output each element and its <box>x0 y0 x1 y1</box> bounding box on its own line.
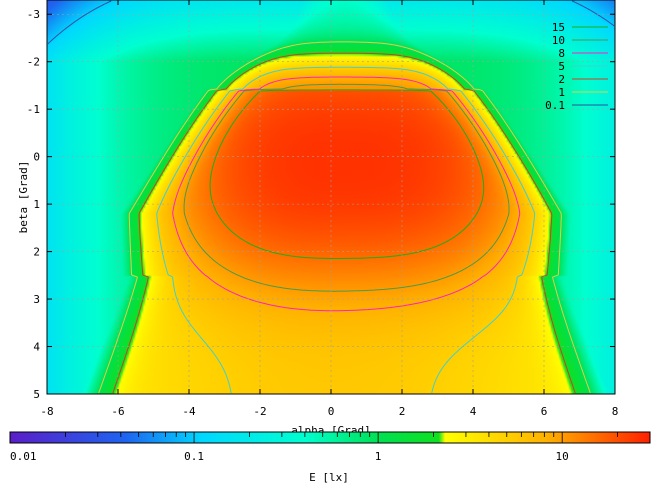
x-tick-label: -4 <box>182 405 196 418</box>
contour-line-1 <box>98 41 591 394</box>
legend-label: 2 <box>558 73 565 86</box>
x-tick-label: 8 <box>612 405 619 418</box>
x-tick-label: 2 <box>399 405 406 418</box>
contour-lines <box>47 0 615 394</box>
legend-label: 10 <box>552 34 565 47</box>
legend-label: 8 <box>558 47 565 60</box>
contour-line-10 <box>183 83 510 292</box>
y-tick-label: -3 <box>27 8 40 21</box>
legend-label: 1 <box>558 86 565 99</box>
colorbar: 0.01 0.1 1 10 E [lx] <box>9 431 651 483</box>
contour-line-2 <box>112 52 576 394</box>
contour-line-15 <box>209 89 485 259</box>
x-tick-label: 0 <box>328 405 335 418</box>
colorbar-label: E [lx] <box>309 471 349 483</box>
y-tick-label: -2 <box>27 56 40 69</box>
y-tick-label: 4 <box>33 341 40 354</box>
x-tick-label: -8 <box>40 405 53 418</box>
legend-label: 5 <box>558 60 565 73</box>
contour-line-5 <box>156 66 536 394</box>
grid-lines <box>47 0 615 394</box>
y-tick-label: 1 <box>33 198 40 211</box>
x-tick-label: 6 <box>541 405 548 418</box>
legend-label: 15 <box>552 21 565 34</box>
colorbar-tick-label: 0.1 <box>184 450 204 463</box>
x-axis: -8 -6 -4 -2 0 2 4 6 8 <box>40 0 618 418</box>
plot-area <box>46 0 616 395</box>
colorbar-tick-label: 1 <box>375 450 382 463</box>
y-tick-label: 5 <box>33 388 40 401</box>
x-tick-label: 4 <box>470 405 477 418</box>
y-tick-label: 3 <box>33 293 40 306</box>
x-tick-label: -6 <box>111 405 124 418</box>
y-tick-label: -1 <box>27 103 40 116</box>
contour-line-8 <box>172 76 521 312</box>
x-tick-label: -2 <box>253 405 266 418</box>
legend-label: 0.1 <box>545 99 565 112</box>
y-axis-label: beta [Grad] <box>17 161 30 234</box>
colorbar-tick-label: 0.01 <box>10 450 37 463</box>
y-tick-label: 2 <box>33 246 40 259</box>
colorbar-ticks: 0.01 0.1 1 10 <box>9 432 651 463</box>
y-tick-label: 0 <box>33 151 40 164</box>
colorbar-tick-label: 10 <box>556 450 569 463</box>
